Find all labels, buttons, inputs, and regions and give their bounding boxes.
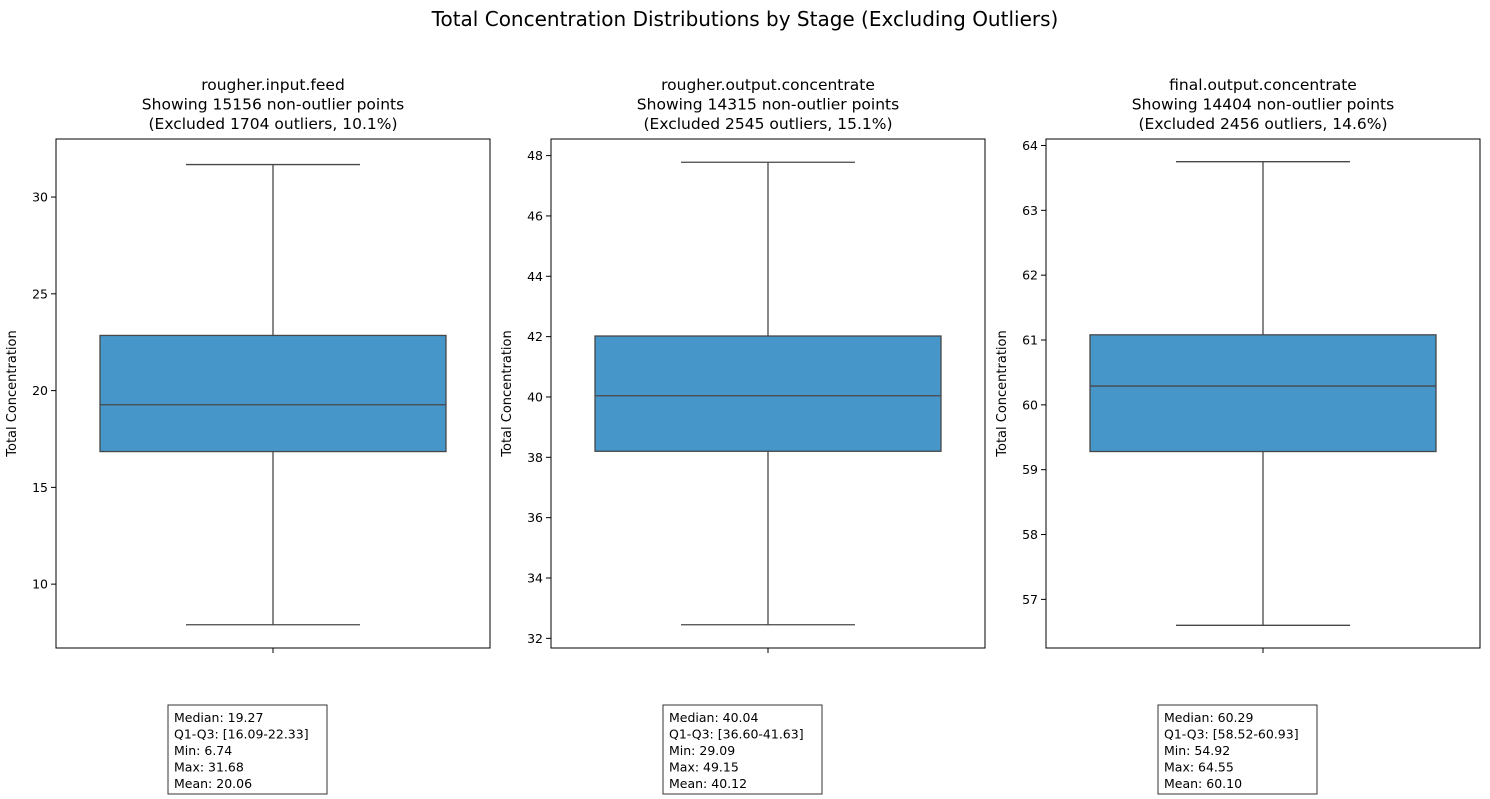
y-tick-label: 57 (1022, 592, 1038, 607)
stats-box (662, 704, 823, 795)
stats-line: Q1-Q3: [36.60-41.63] (669, 727, 804, 742)
y-tick-label: 34 (527, 571, 543, 586)
chart-panel-3: final.output.concentrate Showing 14404 no… (995, 76, 1481, 795)
stats-line: Mean: 60.10 (1164, 776, 1242, 791)
axes-frame (55, 138, 491, 649)
y-tick-label: 10 (32, 577, 48, 592)
stats-line: Median: 19.27 (174, 710, 263, 725)
chart-title-line: Showing 14315 non-outlier points (637, 96, 899, 114)
chart-panel-2: rougher.output.concentrate Showing 14315 … (500, 76, 986, 795)
y-tick-label: 30 (32, 190, 48, 205)
y-tick-label: 25 (32, 286, 48, 301)
y-tick-label: 44 (527, 269, 543, 284)
y-tick-label: 64 (1022, 138, 1038, 153)
stats-line: Q1-Q3: [58.52-60.93] (1164, 727, 1299, 742)
chart-title-line: Showing 15156 non-outlier points (142, 96, 404, 114)
stats-line: Mean: 20.06 (174, 776, 252, 791)
y-tick-label: 15 (32, 480, 48, 495)
chart-title-line: final.output.concentrate (1169, 76, 1357, 94)
stats-box (1157, 704, 1318, 795)
chart-title-line: (Excluded 2545 outliers, 15.1%) (643, 115, 892, 133)
chart-title-line: (Excluded 1704 outliers, 10.1%) (148, 115, 397, 133)
chart-title-line: Showing 14404 non-outlier points (1132, 96, 1394, 114)
axes-frame (550, 138, 986, 649)
y-tick-label: 20 (32, 383, 48, 398)
y-axis-label: Total Concentration (500, 330, 515, 457)
y-tick-label: 59 (1022, 462, 1038, 477)
stats-line: Min: 29.09 (669, 743, 735, 758)
y-tick-label: 61 (1022, 333, 1038, 348)
y-tick-label: 60 (1022, 397, 1038, 412)
stats-line: Median: 60.29 (1164, 710, 1253, 725)
chart-panel-1: rougher.input.feed Showing 15156 non-outl… (5, 76, 491, 795)
y-axis-label: Total Concentration (5, 330, 20, 457)
y-axis-label: Total Concentration (995, 330, 1010, 457)
y-tick-label: 32 (527, 631, 543, 646)
chart-title-line: (Excluded 2456 outliers, 14.6%) (1138, 115, 1387, 133)
stats-line: Median: 40.04 (669, 710, 758, 725)
y-tick-label: 48 (527, 148, 543, 163)
chart-title-line: rougher.input.feed (201, 76, 345, 94)
y-tick-label: 63 (1022, 203, 1038, 218)
y-tick-label: 62 (1022, 268, 1038, 283)
stats-line: Max: 31.68 (174, 760, 244, 775)
y-tick-label: 42 (527, 329, 543, 344)
iqr-box (99, 334, 447, 453)
stats-line: Min: 6.74 (174, 743, 232, 758)
stats-line: Max: 49.15 (669, 760, 739, 775)
axes-frame (1045, 138, 1481, 649)
y-tick-label: 36 (527, 510, 543, 525)
y-tick-label: 58 (1022, 527, 1038, 542)
chart-title-line: rougher.output.concentrate (661, 76, 875, 94)
stats-line: Max: 64.55 (1164, 760, 1234, 775)
y-tick-label: 40 (527, 389, 543, 404)
stats-line: Q1-Q3: [16.09-22.33] (174, 727, 309, 742)
panels: rougher.input.feed Showing 15156 non-outl… (5, 76, 1481, 795)
iqr-box (1089, 334, 1437, 453)
figure-title: Total Concentration Distributions by Sta… (431, 7, 1059, 31)
stats-line: Min: 54.92 (1164, 743, 1230, 758)
stats-line: Mean: 40.12 (669, 776, 747, 791)
stats-box (167, 704, 328, 795)
iqr-box (594, 335, 942, 452)
y-tick-label: 46 (527, 208, 543, 223)
y-tick-label: 38 (527, 450, 543, 465)
